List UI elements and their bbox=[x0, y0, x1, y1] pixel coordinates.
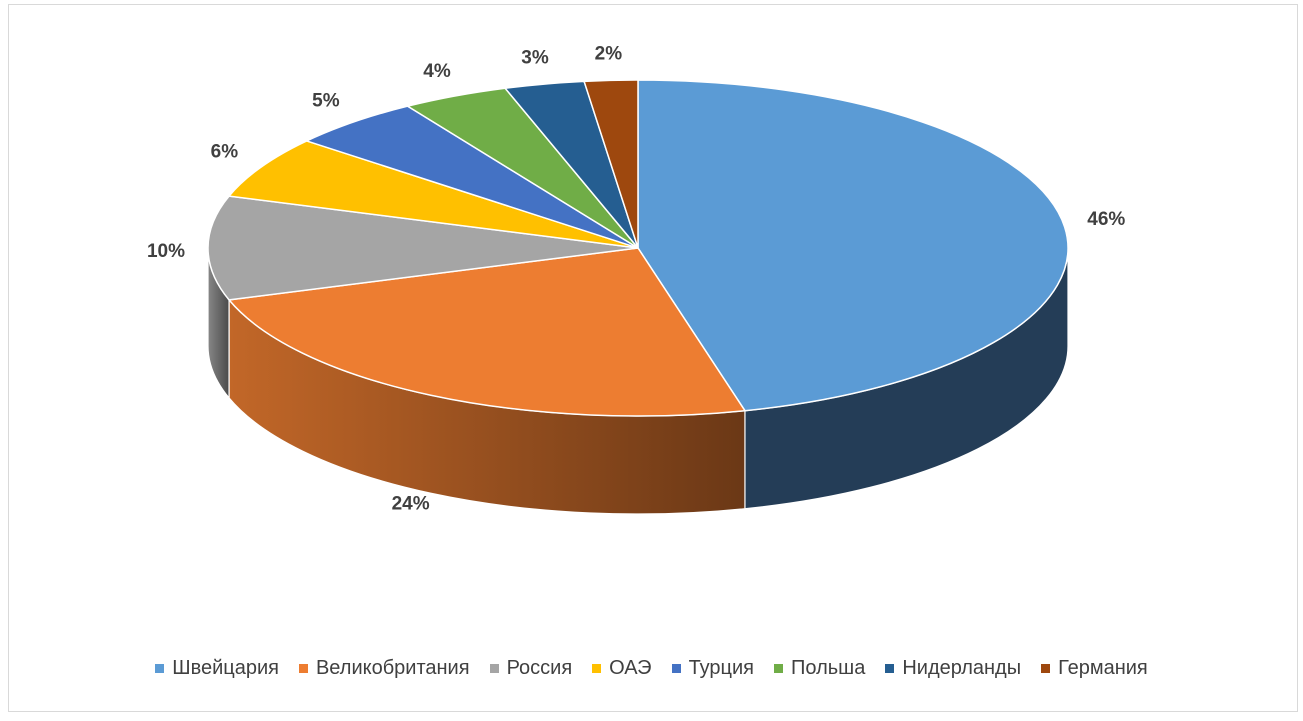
legend-item-4: Турция bbox=[671, 657, 755, 680]
legend-label-6: Нидерланды bbox=[902, 657, 1022, 679]
legend-label-0: Швейцария bbox=[172, 657, 279, 679]
slice-3 bbox=[227, 140, 639, 249]
legend-item-3: ОАЭ bbox=[592, 657, 652, 680]
data-label-5: 4% bbox=[423, 61, 451, 82]
data-label-7: 2% bbox=[595, 43, 623, 64]
data-label-1: 24% bbox=[392, 493, 430, 514]
legend-swatch-4 bbox=[671, 664, 681, 673]
legend-item-5: Польша bbox=[774, 657, 865, 680]
data-labels: 46% 24% 10% 6% 5% 4% 3% 2% bbox=[147, 43, 1125, 514]
legend-swatch-5 bbox=[774, 664, 784, 673]
legend-item-1: Великобритания bbox=[298, 657, 470, 680]
data-label-3: 6% bbox=[211, 141, 239, 162]
legend-item-7: Германия bbox=[1041, 657, 1148, 680]
legend-swatch-2 bbox=[489, 664, 499, 673]
data-label-2: 10% bbox=[147, 241, 185, 262]
legend-label-7: Германия bbox=[1058, 657, 1148, 679]
legend-item-6: Нидерланды bbox=[885, 657, 1021, 680]
legend-label-1: Великобритания bbox=[315, 657, 470, 679]
legend-item-0: Швейцария bbox=[155, 657, 279, 680]
slice-7 bbox=[583, 79, 639, 249]
legend-swatch-7 bbox=[1041, 664, 1051, 673]
slice-2 bbox=[207, 195, 639, 301]
data-label-6: 3% bbox=[521, 48, 549, 69]
legend-label-2: Россия bbox=[506, 657, 573, 679]
slice-1 bbox=[227, 247, 747, 417]
data-label-4: 5% bbox=[312, 90, 340, 111]
legend-swatch-3 bbox=[592, 664, 602, 673]
slice-0 bbox=[637, 79, 1069, 412]
legend-label-4: Турция bbox=[688, 657, 755, 679]
legend-swatch-1 bbox=[298, 664, 308, 673]
legend-label-5: Польша bbox=[791, 657, 866, 679]
legend-item-2: Россия bbox=[489, 657, 573, 680]
data-label-0: 46% bbox=[1087, 209, 1125, 230]
legend-swatch-6 bbox=[885, 664, 895, 673]
pie-top bbox=[207, 79, 1069, 417]
legend: Швейцария Великобритания Россия ОАЭ Турция По… bbox=[0, 657, 1303, 680]
legend-label-3: ОАЭ bbox=[609, 657, 652, 679]
legend-swatch-0 bbox=[155, 664, 165, 673]
